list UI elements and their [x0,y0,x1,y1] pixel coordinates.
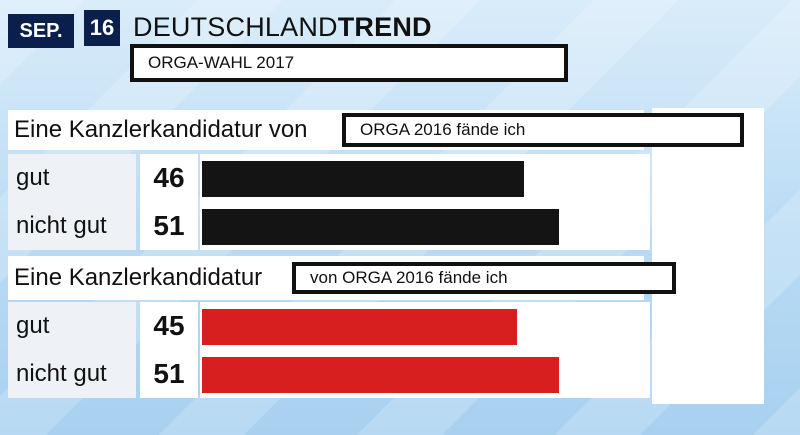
group-1-row-1-value: 46 [140,154,198,202]
group-1-row-2-bar-track [200,202,650,250]
group-1-row-1-label: gut [8,154,136,202]
group-2-box: von ORGA 2016 fände ich [292,262,676,294]
subtitle-box: ORGA-WAHL 2017 [130,44,568,82]
day-badge: 16 [84,10,120,46]
group-2-row-2-label: nicht gut [8,350,136,398]
brand-title: DEUTSCHLANDTREND [133,10,432,44]
group-1-row-2-label: nicht gut [8,202,136,250]
group-2-row-1-bar [202,309,517,345]
group-2-row-1-value: 45 [140,302,198,350]
group-1-row-2-bar [202,209,559,245]
group-2-row-1-label: gut [8,302,136,350]
group-1-row-1-bar-track [200,154,650,202]
group-1-row-2-value: 51 [140,202,198,250]
group-1-box: ORGA 2016 fände ich [342,113,744,147]
group-2-row-2-bar-track [200,350,650,398]
group-2-row-2-value: 51 [140,350,198,398]
group-1-row-1-bar [202,161,524,197]
brand-regular: DEUTSCHLAND [133,12,338,42]
group-2-row-1-bar-track [200,302,650,350]
month-badge: SEP. [8,14,74,48]
group-2-row-2-bar [202,357,559,393]
right-panel [652,108,764,404]
brand-bold: TREND [337,12,432,42]
